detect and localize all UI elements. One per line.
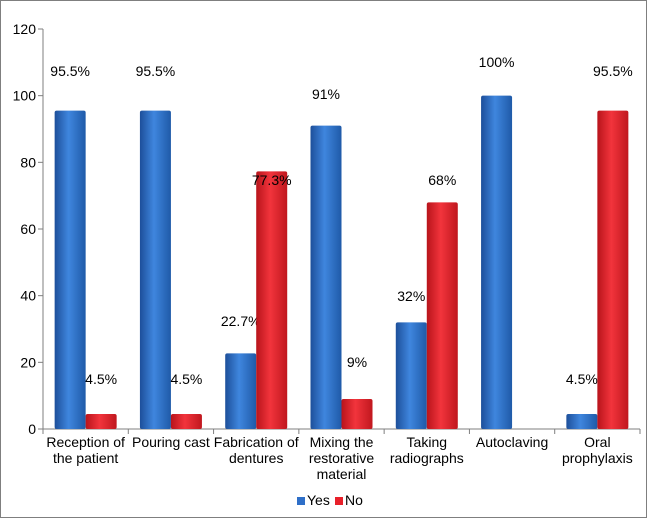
yes-bar — [225, 353, 257, 429]
y-tick-label: 20 — [20, 354, 36, 370]
x-category-label: Pouring cast — [132, 434, 210, 450]
y-tick-label: 100 — [13, 88, 37, 104]
x-category-label: material — [317, 466, 367, 482]
legend-label-yes: Yes — [307, 492, 330, 508]
data-label: 95.5% — [50, 63, 90, 79]
x-category-label: dentures — [229, 450, 283, 466]
x-category-label: Autoclaving — [476, 434, 548, 450]
data-label: 9% — [347, 354, 367, 370]
x-category-label: Oral — [584, 434, 610, 450]
data-label: 95.5% — [593, 63, 633, 79]
yes-bar — [54, 110, 86, 430]
no-bar — [85, 414, 117, 429]
no-bar — [256, 171, 288, 430]
x-category-label: prophylaxis — [562, 450, 633, 466]
x-category-label: Fabrication of — [214, 434, 299, 450]
y-tick-label: 40 — [20, 288, 36, 304]
no-bar — [341, 399, 373, 429]
x-category-label: Reception of — [46, 434, 125, 450]
y-tick-label: 60 — [20, 221, 36, 237]
data-label: 77.3% — [252, 172, 292, 188]
x-category-label: the patient — [53, 450, 118, 466]
yes-bar — [395, 322, 427, 429]
data-label: 68% — [428, 172, 456, 188]
x-category-label: Taking — [407, 434, 447, 450]
x-category-label: radiographs — [390, 450, 464, 466]
data-label: 95.5% — [136, 63, 176, 79]
legend-swatch-no — [335, 497, 343, 505]
yes-bar — [310, 125, 342, 430]
legend-label-no: No — [345, 492, 363, 508]
no-bar — [426, 202, 458, 429]
x-category-label: Mixing the — [310, 434, 374, 450]
x-category-label: restorative — [309, 450, 375, 466]
data-label: 4.5% — [170, 371, 202, 387]
legend-swatch-yes — [297, 497, 305, 505]
yes-bar — [566, 414, 598, 429]
yes-bar — [139, 110, 171, 430]
data-label: 32% — [397, 288, 425, 304]
data-label: 22.7% — [221, 313, 261, 329]
y-tick-label: 80 — [20, 154, 36, 170]
data-label: 91% — [312, 86, 340, 102]
data-label: 4.5% — [566, 371, 598, 387]
yes-bar — [481, 95, 513, 430]
data-label: 100% — [479, 54, 515, 70]
no-bar — [170, 414, 202, 429]
data-label: 4.5% — [85, 371, 117, 387]
y-tick-label: 120 — [13, 21, 37, 37]
y-tick-label: 0 — [28, 421, 36, 437]
no-bar — [597, 110, 629, 430]
